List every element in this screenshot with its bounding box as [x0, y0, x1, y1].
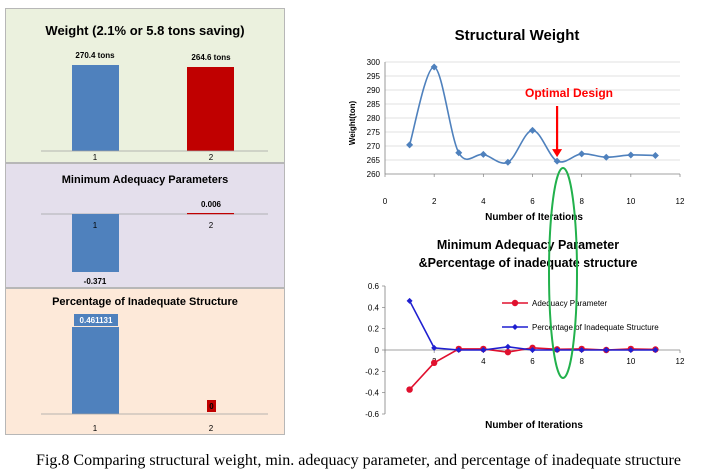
figure-caption: Fig.8 Comparing structural weight, min. … [36, 452, 681, 469]
percentage-point [529, 347, 536, 353]
adequacy-bar-1 [72, 214, 119, 272]
inadequate-tick-2: 2 [209, 424, 214, 433]
adequacy-line-chart: Minimum Adequacy Parameter &Percentage o… [365, 238, 685, 431]
structural-weight-xlabel: Number of Iterations [485, 212, 583, 223]
adequacy-point [430, 359, 438, 366]
weight-bar-panel: Weight (2.1% or 5.8 tons saving) 270.4 t… [5, 8, 285, 163]
inadequate-bar-panel: Percentage of Inadequate Structure 0.461… [5, 288, 285, 435]
weight-bar-2-label: 264.6 tons [191, 53, 231, 62]
structural-weight-title: Structural Weight [455, 27, 580, 44]
weight-series-line [408, 66, 656, 164]
weight-point [602, 153, 610, 161]
weight-point [578, 150, 586, 158]
inadequate-bar-title: Percentage of Inadequate Structure [52, 296, 238, 308]
weight-bar-svg: 270.4 tons 264.6 tons 1 2 [41, 51, 268, 162]
weight-point [529, 126, 536, 134]
percentage-point [603, 347, 610, 353]
percentage-point [504, 343, 511, 350]
inadequate-bar-1 [72, 327, 119, 414]
weight-point [479, 150, 487, 158]
weight-ytick-label: 290 [367, 86, 381, 95]
structural-weight-ylabel: Weight(ton) [348, 101, 357, 146]
adequacy-ytick-label: 0.4 [368, 303, 380, 312]
adequacy-bar-2 [187, 213, 234, 215]
weight-bar-1-label: 270.4 tons [75, 51, 115, 60]
percentage-point [431, 344, 438, 351]
adequacy-bar-2-label: 0.006 [201, 200, 222, 209]
weight-bar-title: Weight (2.1% or 5.8 tons saving) [45, 23, 245, 38]
optimal-arrow-head [552, 149, 563, 158]
weight-tick-2: 2 [209, 153, 214, 162]
adequacy-line-xlabel: Number of Iterations [485, 420, 583, 431]
adequacy-xtick-label: 10 [626, 357, 635, 366]
legend-marker-1 [512, 324, 518, 330]
adequacy-point [504, 348, 512, 356]
weight-point [504, 158, 512, 166]
weight-point [553, 157, 561, 165]
adequacy-ytick-label: -0.6 [365, 410, 379, 419]
weight-ytick-label: 270 [367, 142, 381, 151]
weight-point [430, 63, 438, 71]
adequacy-xtick-label: 6 [530, 357, 535, 366]
adequacy-ytick-label: -0.2 [365, 367, 379, 376]
weight-xtick-label: 6 [530, 197, 535, 206]
weight-xtick-label: 0 [383, 197, 388, 206]
percentage-point [455, 347, 462, 353]
adequacy-tick-1: 1 [93, 221, 98, 230]
weight-xtick-label: 10 [626, 197, 635, 206]
weight-ytick-label: 280 [367, 114, 381, 123]
legend-label-0: Adequacy Parameter [532, 299, 607, 308]
weight-ytick-label: 285 [367, 100, 381, 109]
adequacy-ytick-label: 0.6 [368, 282, 380, 291]
weight-ytick-label: 295 [367, 72, 381, 81]
adequacy-xtick-label: 4 [481, 357, 486, 366]
inadequate-tick-1: 1 [93, 424, 98, 433]
weight-ytick-label: 275 [367, 128, 381, 137]
percentage-point [578, 347, 585, 353]
weight-xtick-label: 12 [676, 197, 685, 206]
weight-bar-1 [72, 65, 119, 151]
inadequate-bar-1-label-box [74, 314, 118, 326]
inadequate-bar-2-label: 0 [209, 402, 214, 411]
weight-ytick-label: 300 [367, 58, 381, 67]
inadequate-bar-1-label: 0.461131 [80, 316, 113, 325]
adequacy-line-title-1: Minimum Adequacy Parameter [437, 238, 619, 252]
weight-point [406, 141, 414, 149]
weight-ytick-label: 260 [367, 170, 381, 179]
weight-point [651, 152, 659, 160]
adequacy-bar-panel: Minimum Adequacy Parameters 1 2 -0.371 0… [5, 163, 285, 288]
percentage-point [627, 347, 634, 353]
weight-xtick-label: 2 [432, 197, 437, 206]
weight-xtick-label: 8 [579, 197, 584, 206]
optimal-design-label: Optimal Design [525, 86, 613, 100]
legend-marker-0 [511, 299, 519, 307]
weight-ytick-label: 265 [367, 156, 381, 165]
adequacy-bar-title: Minimum Adequacy Parameters [61, 174, 229, 186]
inadequate-bar-2-label-box [207, 400, 216, 412]
percentage-point [406, 297, 413, 304]
percentage-point [480, 347, 487, 353]
weight-tick-1: 1 [93, 153, 98, 162]
adequacy-bar-1-label: -0.371 [84, 277, 107, 286]
inadequate-bar-svg: 0.461131 0 1 2 [41, 314, 268, 433]
adequacy-line-title-2: &Percentage of inadequate structure [419, 256, 638, 270]
adequacy-xtick-label: 8 [579, 357, 584, 366]
weight-point [455, 149, 463, 157]
adequacy-ytick-label: -0.4 [365, 389, 379, 398]
legend-label-1: Percentage of Inadequate Structure [532, 323, 659, 332]
adequacy-xtick-label: 12 [676, 357, 685, 366]
weight-point [627, 151, 635, 159]
adequacy-ytick-label: 0 [375, 346, 380, 355]
adequacy-ytick-label: 0.2 [368, 325, 380, 334]
adequacy-series-line-0 [408, 347, 656, 391]
percentage-point [652, 347, 659, 353]
adequacy-tick-2: 2 [209, 221, 214, 230]
weight-bar-2 [187, 67, 234, 151]
adequacy-point [406, 386, 413, 393]
structural-weight-line-chart: Structural Weight Weight(ton) Number of … [348, 27, 685, 223]
weight-xtick-label: 4 [481, 197, 486, 206]
adequacy-bar-svg: 1 2 -0.371 0.006 [41, 200, 268, 286]
